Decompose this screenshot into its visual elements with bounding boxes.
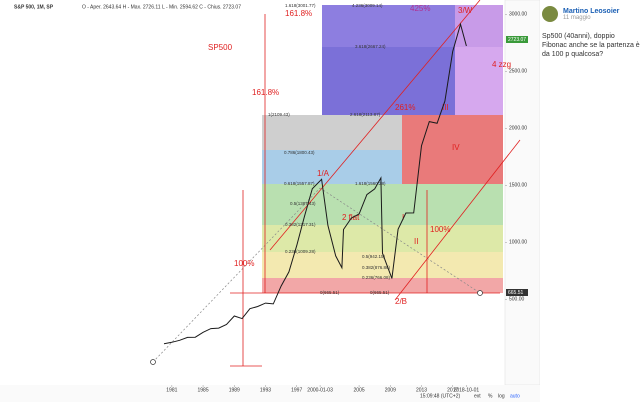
annotation: 100%: [234, 259, 254, 268]
annotation: 0.236(766.08): [362, 275, 391, 280]
annotation: 0(665.51): [320, 290, 340, 295]
author[interactable]: Martino Leosoier: [563, 7, 620, 15]
x-tick-label: 2018-10-01: [454, 387, 480, 393]
button[interactable]: log: [498, 393, 505, 399]
post: Martino Leosoier 11 maggio Sp500 (40anni…: [542, 0, 640, 402]
time: 15:09:48 (UTC+2): [420, 393, 460, 399]
annotation: 3/W: [458, 6, 473, 15]
ohlc: O - Aper. 2643.64 H - Max. 2726.11 L - M…: [82, 4, 241, 10]
date: 11 maggio: [563, 14, 591, 21]
post-header: Martino Leosoier 11 maggio: [542, 6, 640, 22]
channel-line: [269, 0, 481, 251]
y-tick-label: 500.00: [509, 297, 525, 303]
price-axis: [504, 0, 540, 386]
annotation: 4 zzg: [492, 60, 511, 69]
x-tick-label: 1981: [166, 387, 177, 393]
channel-line: [394, 139, 521, 301]
annotation: 0.382(1217.31): [285, 222, 316, 227]
annotation: 2 flat: [342, 213, 360, 222]
zone: [262, 150, 402, 184]
x-tick-label: 1985: [197, 387, 208, 393]
annotation: 2.618(2113.87): [350, 112, 381, 117]
annotation: 261%: [395, 103, 415, 112]
annotation: 0.618(1557.87): [284, 181, 315, 186]
annotation: 2/B: [395, 297, 407, 306]
annotation: IV: [452, 143, 460, 152]
x-tick-label: 2009: [385, 387, 396, 393]
annotation: 1.618(3001.77): [285, 3, 316, 8]
anchor: [477, 290, 483, 296]
y-tick-label: 1000.00: [509, 240, 527, 246]
button[interactable]: auto: [510, 393, 520, 399]
price-line: [163, 22, 467, 345]
y-tick-label: 1500.00: [509, 183, 527, 189]
annotation: II: [414, 237, 418, 246]
x-tick-label: 2013: [416, 387, 427, 393]
annotation: 0.786(1800.43): [284, 150, 315, 155]
anchor: [150, 359, 156, 365]
annotation: 665.51: [508, 290, 524, 296]
x-tick-label: 1993: [260, 387, 271, 393]
zone: [455, 47, 503, 115]
annotation: SP500: [208, 43, 233, 52]
annotation: 425%: [410, 4, 430, 13]
zone: [262, 115, 402, 150]
zone: [455, 5, 503, 47]
annotation: 0.5(942.15): [362, 254, 386, 259]
avatar[interactable]: [542, 6, 558, 22]
price-box: [506, 36, 528, 43]
annotation: I: [402, 213, 404, 222]
zone: [322, 47, 455, 115]
symbol: S&P 500, 1M, SP: [14, 4, 54, 10]
post-text: Sp500 (40anni), doppio Fibonac anche se …: [542, 33, 640, 58]
y-tick-label: 2000.00: [509, 126, 527, 132]
x-tick-label: 2017: [447, 387, 458, 393]
annotation: 0.5(1387.43): [290, 201, 316, 206]
annotation: 1.618(1560.28): [355, 181, 386, 186]
post-meta: Martino Leosoier 11 maggio: [563, 8, 619, 21]
y-tick-label: 3000.00: [509, 12, 527, 18]
x-tick-label: 1997: [291, 387, 302, 393]
y-tick-label: 2500.00: [509, 69, 527, 75]
annotation: 100%: [430, 225, 450, 234]
annotation: 3.618(2667.24): [355, 44, 386, 49]
annotation: 1/A: [317, 169, 330, 178]
x-tick-label: 2005: [354, 387, 365, 393]
annotation: 161.8%: [252, 88, 279, 97]
button[interactable]: %: [488, 393, 493, 399]
annotation: 4.236(3009.14): [352, 3, 383, 8]
zone: [262, 278, 503, 293]
trend-line: [152, 187, 321, 363]
annotation: 0.382(876.86): [362, 265, 391, 270]
annotation: 1(2109.43): [268, 112, 290, 117]
zone: [262, 252, 503, 278]
annotation: 2723.07: [508, 37, 526, 43]
chart: S&P 500, 1M, SP O - Aper. 2643.64 H - Ma…: [0, 0, 540, 402]
zone: [322, 5, 455, 47]
price-box: [506, 289, 528, 296]
time-axis: [0, 385, 540, 402]
annotation: 161.8%: [285, 9, 312, 18]
zone: [262, 184, 503, 225]
annotation: III: [442, 103, 449, 112]
annotation: 0(665.51): [370, 290, 390, 295]
x-tick-label: 1989: [229, 387, 240, 393]
x-tick-label: 2000-01-03: [307, 387, 333, 393]
button[interactable]: ext: [474, 393, 481, 399]
annotation: 0.236(1009.28): [285, 249, 316, 254]
